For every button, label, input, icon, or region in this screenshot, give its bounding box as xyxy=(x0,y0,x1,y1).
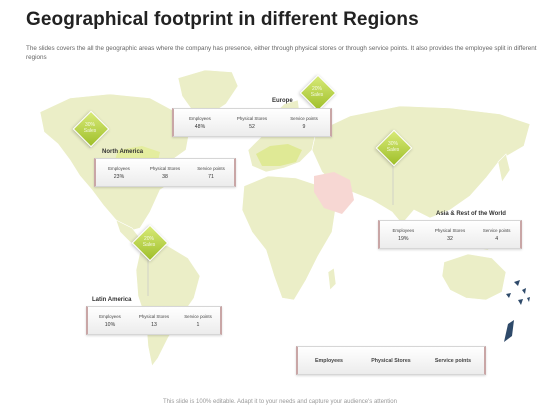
map-japan xyxy=(497,153,511,183)
stat-value-service-points: 4 xyxy=(495,235,499,242)
map-australia xyxy=(441,253,507,301)
stat-header-service-points: Service points xyxy=(197,165,225,171)
stat-header-employees: Employees xyxy=(99,313,121,319)
stat-header-physical-stores: Physical Stores xyxy=(236,115,268,121)
map-island xyxy=(506,293,511,298)
stat-header-service-points: Service points xyxy=(290,115,318,121)
map-greenland xyxy=(177,69,239,117)
badge-percent: 30% xyxy=(387,141,398,147)
map-africa xyxy=(241,175,337,301)
badge-label: Sales xyxy=(142,242,156,248)
map-new-zealand-highlight xyxy=(504,320,514,342)
stat-value-service-points: 9 xyxy=(302,123,306,130)
map-south-america xyxy=(135,243,201,367)
stat-header-service-points: Service points xyxy=(482,227,511,233)
stat-header-physical-stores: Physical Stores xyxy=(138,313,170,319)
stat-header-employees: Employees xyxy=(392,227,415,233)
stat-value-service-points: 1 xyxy=(196,321,200,328)
page-subtitle: The slides covers the all the geographic… xyxy=(26,45,537,61)
badge-percent: 20% xyxy=(311,86,322,92)
legend-box: Employees Physical Stores Service points xyxy=(296,346,486,375)
region-label-north-america: North America xyxy=(102,149,144,155)
footer-note: This slide is 100% editable. Adapt it to… xyxy=(163,399,397,405)
badge-label: Sales xyxy=(83,128,97,134)
badge-label: Sales xyxy=(310,92,324,98)
badge-percent: 20% xyxy=(143,236,154,242)
badge-percent: 30% xyxy=(84,122,95,128)
stat-value-physical-stores: 13 xyxy=(151,321,157,328)
stat-value-employees: 19% xyxy=(398,235,409,242)
page-title: Geographical footprint in different Regi… xyxy=(26,9,419,30)
sales-badge-europe-text: 20% Sales xyxy=(300,86,334,98)
stat-header-physical-stores: Physical Stores xyxy=(149,165,181,171)
stat-box-latin-america: Employees 10% Physical Stores 13 Service p… xyxy=(86,306,222,335)
region-label-europe: Europe xyxy=(272,98,293,104)
region-label-asia: Asia & Rest of the World xyxy=(436,211,506,217)
map-island xyxy=(518,299,523,305)
stat-value-employees: 23% xyxy=(113,173,125,180)
stat-value-physical-stores: 32 xyxy=(447,235,453,242)
stat-box-asia: Employees 19% Physical Stores 32 Service p… xyxy=(378,220,522,249)
map-highlight-middle-east xyxy=(314,172,354,214)
stat-value-physical-stores: 38 xyxy=(162,173,168,180)
legend-employees: Employees xyxy=(315,357,343,364)
stat-box-europe: Employees 48% Physical Stores 52 Service p… xyxy=(172,108,332,137)
stat-header-physical-stores: Physical Stores xyxy=(434,227,466,233)
stat-value-physical-stores: 52 xyxy=(249,123,255,130)
stat-box-north-america: Employees 23% Physical Stores 38 Service p… xyxy=(94,158,236,187)
legend-service-points: Service points xyxy=(434,357,472,364)
map-madagascar xyxy=(327,267,337,291)
region-label-latin-america: Latin America xyxy=(92,297,132,303)
legend-physical-stores: Physical Stores xyxy=(371,357,411,364)
stat-value-employees: 48% xyxy=(194,123,206,130)
stat-header-employees: Employees xyxy=(108,165,130,171)
stat-header-employees: Employees xyxy=(189,115,211,121)
map-island xyxy=(527,297,530,302)
sales-badge-asia-text: 30% Sales xyxy=(376,141,410,153)
stat-value-service-points: 71 xyxy=(208,173,214,180)
sales-badge-latin-america-text: 20% Sales xyxy=(132,236,166,248)
stat-value-employees: 10% xyxy=(104,321,116,328)
map-island xyxy=(514,280,520,286)
sales-badge-north-america-text: 30% Sales xyxy=(73,122,107,134)
stat-header-service-points: Service points xyxy=(184,313,212,319)
badge-label: Sales xyxy=(386,147,400,153)
map-island xyxy=(522,288,526,294)
map-highlight-europe xyxy=(256,144,302,166)
